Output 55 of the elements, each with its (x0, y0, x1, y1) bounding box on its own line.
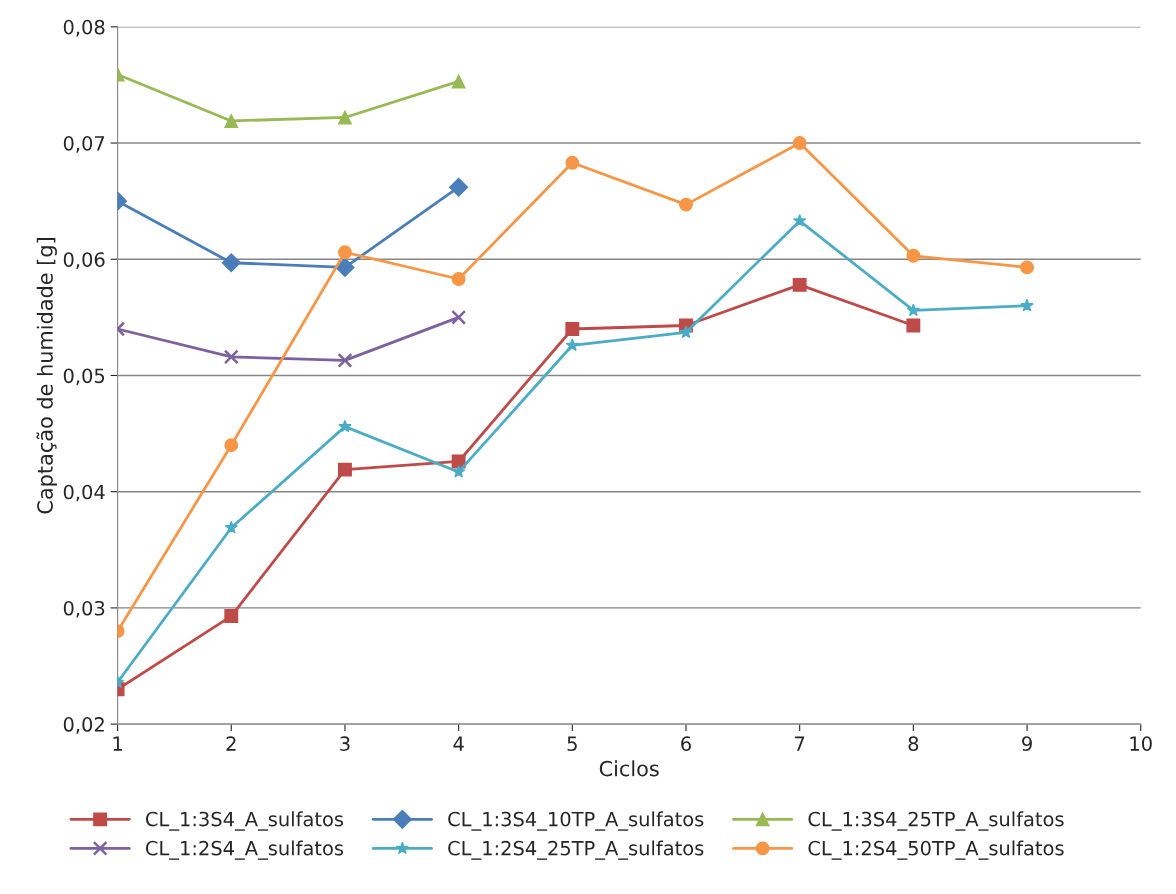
point (565, 322, 580, 336)
legend-label: CL_1:2S4_25TP_A_sulfatos (448, 840, 704, 860)
x-tick-label: 9 (1022, 736, 1032, 751)
legend-label: CL_1:2S4_A_sulfatos (145, 840, 344, 860)
point (451, 74, 466, 89)
x-axis-title: Ciclos (599, 760, 659, 777)
point (338, 462, 352, 477)
x-tick-label: 1 (113, 736, 122, 751)
point (337, 352, 353, 368)
point (224, 114, 239, 128)
y-tick-label: 0,07 (63, 136, 105, 153)
y-tick-label: 0,02 (63, 717, 104, 734)
point (906, 303, 920, 317)
point (906, 248, 921, 263)
x-tick-label: 3 (340, 736, 350, 751)
point (224, 609, 239, 624)
point (224, 438, 239, 453)
legend-label: CL_1:3S4_10TP_A_sulfatos (448, 811, 704, 831)
y-tick-label: 0,04 (63, 484, 105, 502)
point (1020, 298, 1034, 312)
point (792, 136, 807, 150)
legend-label: CL_1:3S4_A_sulfatos (145, 811, 344, 831)
point (449, 177, 469, 197)
point (338, 110, 352, 125)
y-tick-label: 0,03 (63, 600, 105, 618)
point (793, 213, 807, 227)
point (335, 257, 355, 277)
y-tick-label: 0,05 (63, 368, 105, 386)
point (1020, 260, 1034, 275)
x-tick-label: 8 (908, 736, 919, 751)
point (679, 325, 693, 339)
x-tick-label: 7 (795, 736, 805, 751)
x-tick-label: 4 (453, 736, 464, 751)
legend-label: CL_1:2S4_50TP_A_sulfatos (808, 840, 1064, 860)
x-tick-label: 5 (567, 736, 577, 751)
point (338, 245, 352, 260)
point (221, 253, 241, 273)
point (452, 464, 466, 478)
point (451, 309, 467, 325)
point (906, 318, 921, 333)
legend-label: CL_1:3S4_25TP_A_sulfatos (808, 811, 1064, 831)
point (679, 197, 693, 212)
point (565, 155, 580, 170)
point (223, 349, 239, 365)
x-tick-label: 2 (226, 736, 236, 751)
y-axis-title: Captação de humidade [g] (36, 238, 57, 514)
point (451, 272, 466, 286)
point (224, 520, 238, 534)
x-tick-label: 6 (681, 736, 691, 751)
y-tick-label: 0,06 (63, 252, 105, 269)
point (338, 419, 352, 433)
point (565, 338, 579, 352)
x-tick-label: 10 (1130, 736, 1152, 751)
y-tick-label: 0,08 (63, 19, 105, 37)
point (792, 277, 807, 292)
